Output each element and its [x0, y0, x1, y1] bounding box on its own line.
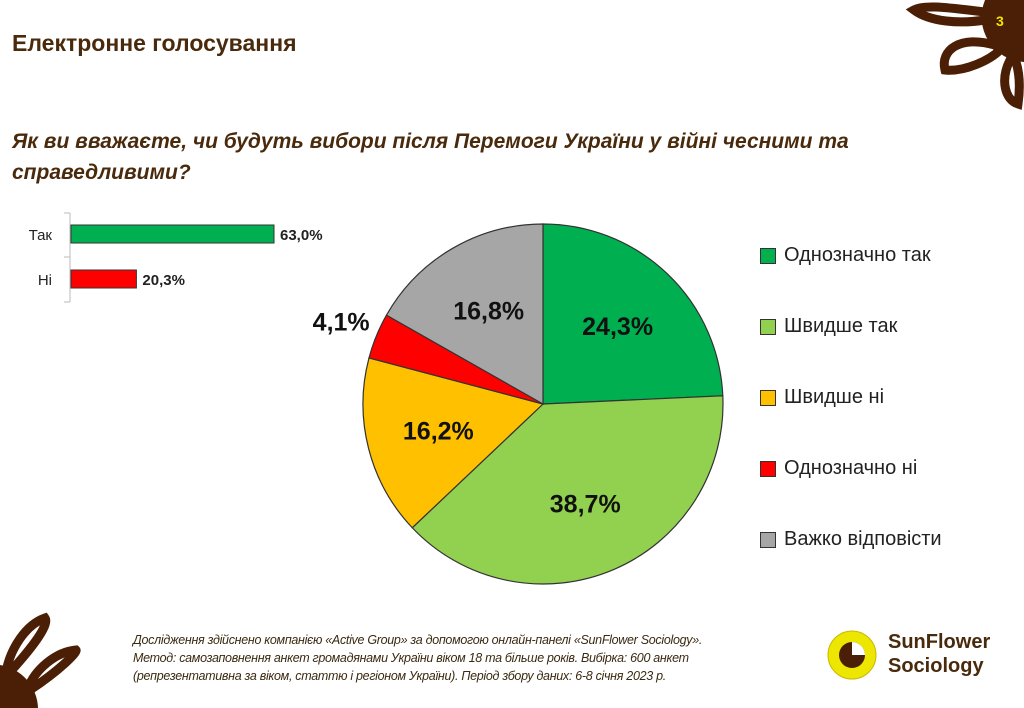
sunflower-corner-top-right — [905, 0, 1024, 110]
pie-slice — [362, 357, 545, 529]
bar-value-label: 20,3% — [142, 272, 185, 289]
methodology-note: Дослідження здійснено компанією «Active … — [133, 631, 702, 685]
footer-line: Метод: самозаповнення анкет громадянами … — [133, 651, 689, 665]
bar-chart: Так 63,0% Ні 20,3% — [29, 212, 323, 303]
pie-slice — [385, 223, 544, 406]
legend-swatch — [760, 531, 776, 548]
legend-swatch — [760, 389, 776, 406]
pie-value-label: 4,1% — [313, 309, 370, 337]
legend-item: Однозначно так — [760, 220, 942, 291]
survey-question: Як ви вважаєте, чи будуть вибори після П… — [12, 130, 849, 184]
legend-item: Однозначно ні — [760, 433, 942, 504]
legend-item: Швидше ні — [760, 362, 942, 433]
legend-label: Однозначно так — [784, 244, 931, 266]
slide-title: Електронне голосування — [12, 30, 297, 56]
pie-value-label: 38,7% — [550, 490, 621, 518]
pie-slice — [411, 395, 724, 585]
pie-value-label: 24,3% — [582, 313, 653, 341]
legend-label: Швидше ні — [784, 386, 885, 408]
footer-line: Дослідження здійснено компанією «Active … — [133, 633, 703, 647]
legend-label: Швидше так — [784, 315, 898, 337]
bar-value-label: 63,0% — [280, 227, 323, 244]
footer-line: (репрезентативна за віком, статтю і регі… — [133, 669, 666, 683]
legend-label: Однозначно ні — [784, 457, 918, 479]
sunflower-logo-icon — [827, 630, 877, 680]
sunflower-corner-bottom-left — [0, 612, 81, 708]
pie-value-label: 16,8% — [453, 298, 524, 326]
bar — [70, 224, 275, 244]
bar — [70, 269, 137, 289]
logo-line: SunFlower — [888, 631, 991, 653]
pie-legend: Однозначно так Швидше так Швидше ні Однозна… — [760, 220, 942, 575]
pie-chart: 24,3% 38,7% 16,2% 4,1% 16,8% — [313, 223, 724, 585]
legend-item: Швидше так — [760, 291, 942, 362]
bar-category-label: Ні — [38, 272, 52, 289]
logo-line: Sociology — [888, 655, 984, 677]
legend-swatch — [760, 460, 776, 477]
brand-logo: SunFlower Sociology — [888, 630, 990, 678]
legend-swatch — [760, 247, 776, 264]
pie-value-label: 16,2% — [403, 418, 474, 446]
pie-slice — [542, 223, 724, 405]
legend-swatch — [760, 318, 776, 335]
page-number: 3 — [996, 13, 1004, 29]
legend-item: Важко відповісти — [760, 504, 942, 575]
bar-category-label: Так — [29, 227, 53, 244]
legend-label: Важко відповісти — [784, 528, 942, 550]
